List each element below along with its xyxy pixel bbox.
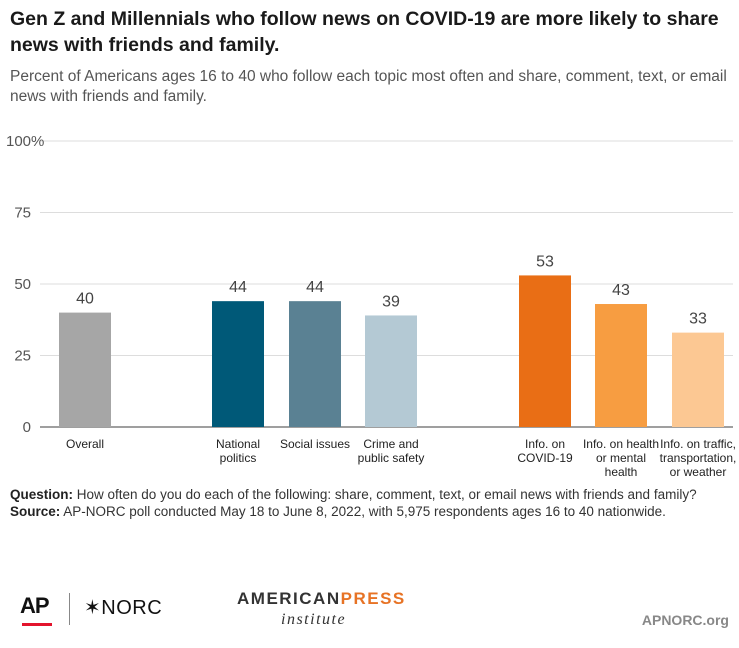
category-label-line: health bbox=[605, 465, 638, 479]
category-label: Overall bbox=[66, 437, 104, 451]
api-logo-institute: institute bbox=[281, 611, 347, 628]
source-label: Source: bbox=[10, 504, 61, 519]
y-tick-label: 100% bbox=[6, 133, 44, 150]
bar bbox=[289, 301, 341, 427]
question-label: Question: bbox=[10, 487, 73, 502]
logo-divider bbox=[69, 593, 70, 625]
api-logo-american: AMERICAN bbox=[237, 589, 341, 608]
y-tick-label: 0 bbox=[23, 419, 31, 436]
category-label-line: National bbox=[216, 437, 260, 451]
ap-logo: AP bbox=[20, 593, 50, 618]
data-label: 40 bbox=[76, 291, 94, 308]
category-label: Crime and public safety bbox=[358, 437, 425, 465]
chart-notes: Question: How often do you do each of th… bbox=[10, 486, 732, 520]
chart-title: Gen Z and Millennials who follow news on… bbox=[10, 8, 719, 56]
category-label-line: transportation, bbox=[660, 451, 737, 465]
bar bbox=[212, 301, 264, 427]
chart-subtitle: Percent of Americans ages 16 to 40 who f… bbox=[10, 68, 727, 105]
category-label: Info. on COVID-19 bbox=[517, 437, 573, 465]
bar bbox=[519, 275, 571, 427]
data-label: 53 bbox=[536, 253, 554, 270]
category-label-line: public safety bbox=[358, 451, 425, 465]
category-label: Info. on traffic, transportation, or weath… bbox=[660, 437, 737, 479]
category-label-line: or mental bbox=[596, 451, 646, 465]
category-label: National politics bbox=[216, 437, 260, 465]
category-label: Social issues bbox=[280, 437, 350, 451]
y-axis-tick-labels: 0 25 50 75 100% bbox=[6, 133, 44, 436]
data-label: 44 bbox=[229, 279, 247, 296]
bar bbox=[595, 304, 647, 427]
category-labels: Overall National politics Social issues Crim… bbox=[66, 437, 736, 479]
category-label-line: COVID-19 bbox=[517, 451, 573, 465]
category-label: Info. on health or mental health bbox=[583, 437, 659, 479]
category-label-line: Overall bbox=[66, 437, 104, 451]
data-label: 39 bbox=[382, 293, 400, 310]
bar bbox=[59, 312, 111, 427]
footer: AP ✶NORC AMERICANPRESS institute APNORC.… bbox=[0, 585, 739, 635]
category-label-line: Crime and bbox=[363, 437, 418, 451]
source-note: Source: AP-NORC poll conducted May 18 to… bbox=[10, 503, 732, 520]
api-logo-press: PRESS bbox=[340, 589, 406, 608]
y-tick-label: 75 bbox=[14, 205, 31, 222]
data-label: 43 bbox=[612, 282, 630, 299]
y-tick-label: 25 bbox=[14, 348, 31, 365]
category-label-line: Info. on bbox=[525, 437, 565, 451]
data-label: 33 bbox=[689, 311, 707, 328]
data-labels: 40 44 44 39 53 43 33 bbox=[76, 253, 707, 327]
norc-logo: ✶NORC bbox=[84, 597, 163, 619]
bar-chart: 0 25 50 75 100% 40 44 44 39 53 43 33 Overall Nation… bbox=[6, 133, 736, 479]
category-label-line: Social issues bbox=[280, 437, 350, 451]
ap-logo-underline bbox=[22, 623, 52, 626]
bars bbox=[59, 275, 724, 427]
api-logo-wordmark: AMERICANPRESS bbox=[237, 589, 406, 609]
data-label: 44 bbox=[306, 279, 324, 296]
category-label-line: Info. on traffic, bbox=[660, 437, 736, 451]
question-note: Question: How often do you do each of th… bbox=[10, 486, 732, 503]
bar bbox=[365, 315, 417, 427]
category-label-line: politics bbox=[220, 451, 257, 465]
question-text: How often do you do each of the followin… bbox=[76, 487, 697, 502]
source-text: AP-NORC poll conducted May 18 to June 8,… bbox=[63, 504, 666, 519]
category-label-line: Info. on health bbox=[583, 437, 659, 451]
bar bbox=[672, 332, 724, 427]
site-url: APNORC.org bbox=[641, 612, 729, 628]
y-tick-label: 50 bbox=[14, 276, 31, 293]
category-label-line: or weather bbox=[670, 465, 727, 479]
